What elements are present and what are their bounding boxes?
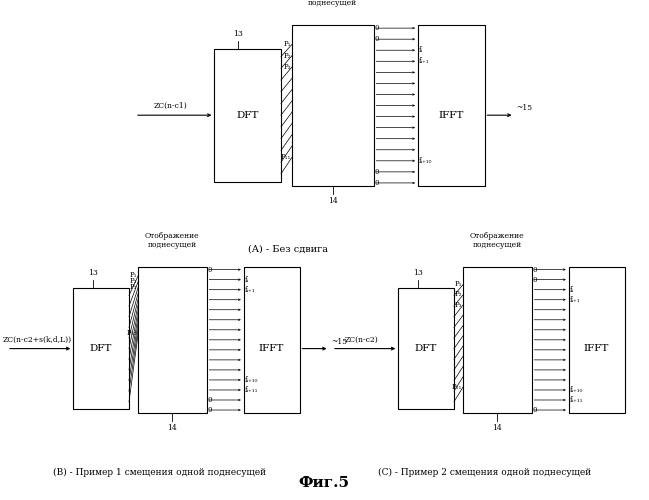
Text: fᵢ₊₁₀: fᵢ₊₁₀ [570, 386, 583, 394]
Bar [292, 25, 374, 186]
Text: 0: 0 [208, 396, 212, 404]
Text: fᵢ₊₁: fᵢ₊₁ [570, 296, 580, 304]
Text: DFT: DFT [236, 110, 259, 120]
Text: 0: 0 [208, 266, 212, 274]
Text: P₁: P₁ [455, 280, 462, 288]
Text: P₂: P₂ [455, 290, 462, 298]
Text: Отображение
поднесущей: Отображение поднесущей [145, 232, 200, 248]
Text: fᵢ₊₁: fᵢ₊₁ [419, 58, 430, 66]
Text: fᵢ₊₁₁: fᵢ₊₁₁ [570, 396, 583, 404]
Text: 14: 14 [493, 424, 502, 432]
Text: (B) - Пример 1 смещения одной поднесущей: (B) - Пример 1 смещения одной поднесущей [53, 468, 267, 477]
Text: P₁₁: P₁₁ [127, 328, 138, 336]
Bar [569, 266, 624, 413]
Text: fᵢ: fᵢ [419, 46, 423, 54]
Text: P₁: P₁ [130, 272, 138, 280]
Text: P₃: P₃ [284, 63, 291, 71]
Bar [244, 266, 299, 413]
Bar [214, 48, 281, 182]
Text: P₁: P₁ [284, 40, 291, 48]
Text: P₁₁: P₁₁ [281, 153, 291, 161]
Text: fᵢ₊₁₀: fᵢ₊₁₀ [245, 376, 258, 384]
Text: fᵢ: fᵢ [245, 276, 249, 283]
Bar [463, 266, 532, 413]
Text: 14: 14 [167, 424, 177, 432]
Text: IFFT: IFFT [439, 110, 464, 120]
Text: DFT: DFT [415, 344, 437, 353]
Text: P₂: P₂ [130, 277, 138, 285]
Text: ZC(n-c1): ZC(n-c1) [154, 102, 188, 110]
Text: IFFT: IFFT [584, 344, 609, 353]
Text: DFT: DFT [90, 344, 112, 353]
Text: 13: 13 [233, 30, 243, 38]
Text: P₁₁: P₁₁ [452, 382, 462, 390]
Text: P₃: P₃ [130, 283, 138, 291]
Text: IFFT: IFFT [259, 344, 284, 353]
Text: fᵢ₊₁₁: fᵢ₊₁₁ [245, 386, 258, 394]
Text: ~15: ~15 [517, 104, 533, 112]
Text: ZC(n-c2): ZC(n-c2) [345, 336, 378, 344]
Text: 0: 0 [532, 406, 537, 414]
Bar [398, 288, 454, 409]
Text: 0: 0 [208, 406, 212, 414]
Text: ~15: ~15 [332, 338, 348, 345]
Bar [73, 288, 129, 409]
Text: Отображение
поднесущей: Отображение поднесущей [306, 0, 360, 7]
Text: ZC(n-c2+s(k,d,L)): ZC(n-c2+s(k,d,L)) [2, 336, 71, 344]
Text: (A) - Без сдвига: (A) - Без сдвига [249, 245, 328, 254]
Bar [418, 25, 485, 186]
Text: Фиг.5: Фиг.5 [299, 476, 350, 490]
Text: Отображение
поднесущей: Отображение поднесущей [470, 232, 524, 248]
Text: P₂: P₂ [284, 52, 291, 60]
Text: fᵢ₊₁₀: fᵢ₊₁₀ [419, 157, 432, 165]
Text: (C) - Пример 2 смещения одной поднесущей: (C) - Пример 2 смещения одной поднесущей [378, 468, 592, 477]
Text: 0: 0 [532, 276, 537, 283]
Text: 13: 13 [413, 269, 422, 277]
Text: 0: 0 [374, 168, 379, 176]
Text: 0: 0 [374, 179, 379, 187]
Text: 14: 14 [328, 197, 337, 205]
Bar [138, 266, 206, 413]
Text: 0: 0 [532, 266, 537, 274]
Text: fᵢ₊₁: fᵢ₊₁ [245, 286, 255, 294]
Text: 13: 13 [88, 269, 97, 277]
Text: fᵢ: fᵢ [570, 286, 574, 294]
Text: 0: 0 [374, 35, 379, 43]
Text: 0: 0 [374, 24, 379, 32]
Text: P₃: P₃ [455, 300, 462, 308]
